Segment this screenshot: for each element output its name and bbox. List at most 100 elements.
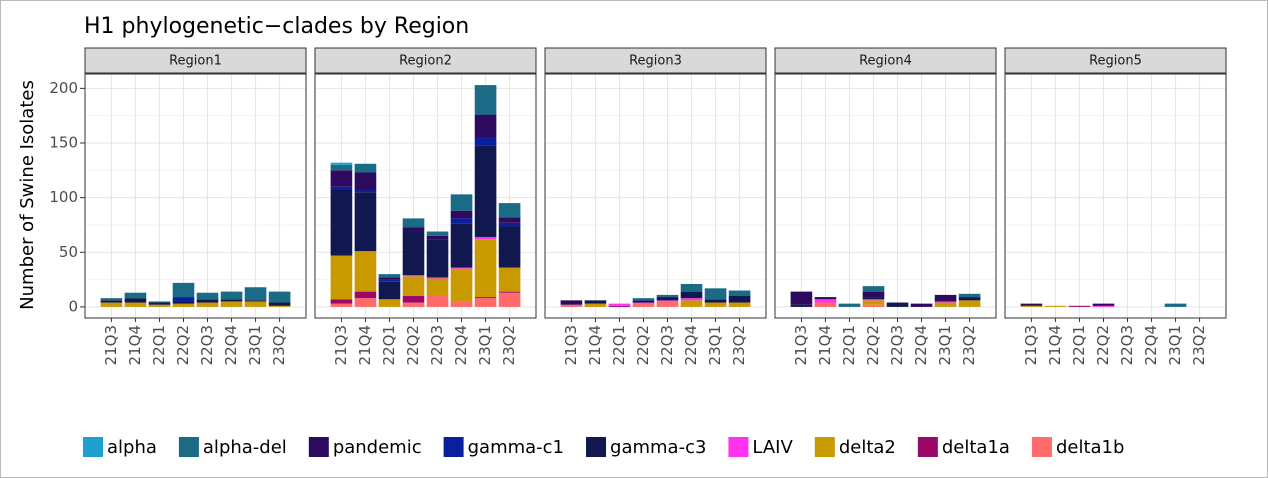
bar-segment (498, 291, 521, 293)
strip (84, 47, 307, 74)
strip-label: Region3 (629, 54, 682, 69)
bar-segment (790, 304, 813, 307)
bar-segment (934, 294, 957, 302)
x-tick-label: 23Q2 (960, 325, 978, 365)
bar-segment (330, 299, 353, 304)
bar-segment (354, 192, 377, 252)
bar-segment (632, 300, 655, 303)
x-tick-label: 22Q3 (198, 325, 216, 365)
bar-segment (862, 300, 885, 305)
legend-label: delta1a (942, 437, 1010, 458)
bar-segment (268, 302, 291, 306)
x-tick-label: 23Q1 (706, 325, 724, 365)
bar-segment (958, 300, 981, 307)
bar-segment (1020, 305, 1043, 307)
x-tick-label: 22Q1 (840, 325, 858, 365)
bar-segment (862, 286, 885, 292)
bar-segment (100, 298, 123, 301)
bar-segment (148, 301, 171, 303)
bar-segment (426, 278, 449, 296)
bar-segment (402, 218, 425, 228)
bar-segment (862, 304, 885, 307)
bar-segment (498, 222, 521, 227)
bar-segment (378, 274, 401, 278)
bar-segment (704, 302, 727, 307)
bar-segment (498, 217, 521, 223)
legend-label: pandemic (333, 437, 422, 458)
bar-segment (148, 302, 171, 305)
bar-segment (886, 302, 909, 307)
bar-segment (244, 287, 267, 301)
x-tick-label: 21Q3 (102, 325, 120, 365)
panel (1005, 74, 1226, 318)
panel-border (774, 73, 997, 319)
bar-segment (450, 268, 473, 302)
bar-segment (220, 291, 243, 300)
bar-segment (1068, 305, 1091, 307)
bar-segment (838, 303, 861, 307)
bar-segment (704, 299, 727, 303)
x-tick-label: 22Q3 (658, 325, 676, 365)
y-tick-label: 0 (68, 297, 78, 315)
x-tick-label: 22Q4 (682, 325, 700, 365)
bar-segment (934, 302, 957, 307)
bar-segment (790, 291, 813, 305)
bar-segment (704, 288, 727, 300)
bar-segment (172, 297, 195, 302)
x-tick-label: 23Q2 (730, 325, 748, 365)
bar-segment (402, 227, 425, 232)
x-tick-label: 22Q2 (634, 325, 652, 365)
bar-segment (862, 291, 885, 298)
bar-segment (402, 231, 425, 276)
bar-segment (474, 298, 497, 307)
bar-segment (862, 297, 885, 300)
x-tick-label: 23Q2 (1190, 325, 1208, 365)
x-tick-label: 22Q3 (1118, 325, 1136, 365)
bar-segment (1020, 303, 1043, 306)
bar-segment (354, 251, 377, 292)
bar-segment (498, 267, 521, 292)
bar-segment (680, 298, 703, 301)
bar-segment (354, 291, 377, 299)
bar-segment (244, 301, 267, 307)
bar-segment (100, 300, 123, 303)
bar-segment (728, 302, 751, 307)
legend-swatch (443, 437, 464, 457)
x-tick-label: 22Q2 (1094, 325, 1112, 365)
x-tick-label: 22Q1 (150, 325, 168, 365)
bar-segment (474, 297, 497, 299)
bar-segment (958, 293, 981, 298)
bar-segment (910, 303, 933, 307)
bar-segment (862, 299, 885, 301)
bar-segment (196, 299, 219, 303)
bar-segment (450, 194, 473, 211)
panel (545, 74, 766, 318)
bar-segment (330, 186, 353, 190)
bar-segment (220, 299, 243, 302)
panel (775, 74, 996, 318)
x-tick-label: 22Q2 (864, 325, 882, 365)
bar-segment (124, 302, 147, 307)
bar-segment (330, 189, 353, 256)
bar-segment (378, 279, 401, 282)
x-tick-label: 22Q4 (222, 325, 240, 365)
bar-segment (402, 295, 425, 303)
bar-segment (474, 145, 497, 237)
legend-label: gamma-c3 (610, 437, 706, 458)
bar-segment (632, 302, 655, 304)
legend-label: delta1b (1056, 437, 1124, 458)
x-tick-label: 21Q3 (562, 325, 580, 365)
strip-label: Region5 (1089, 54, 1142, 69)
bar-segment (474, 137, 497, 146)
bar-segment (426, 295, 449, 307)
bar-segment (220, 301, 243, 307)
bar-segment (958, 297, 981, 301)
x-tick-label: 22Q4 (452, 325, 470, 365)
bar-segment (498, 226, 521, 268)
y-axis-label: Number of Swine Isolates (17, 80, 38, 310)
legend-swatch (83, 437, 103, 457)
x-tick-label: 21Q3 (792, 325, 810, 365)
x-tick-label: 21Q4 (1046, 325, 1064, 365)
x-tick-label: 23Q2 (500, 325, 518, 365)
